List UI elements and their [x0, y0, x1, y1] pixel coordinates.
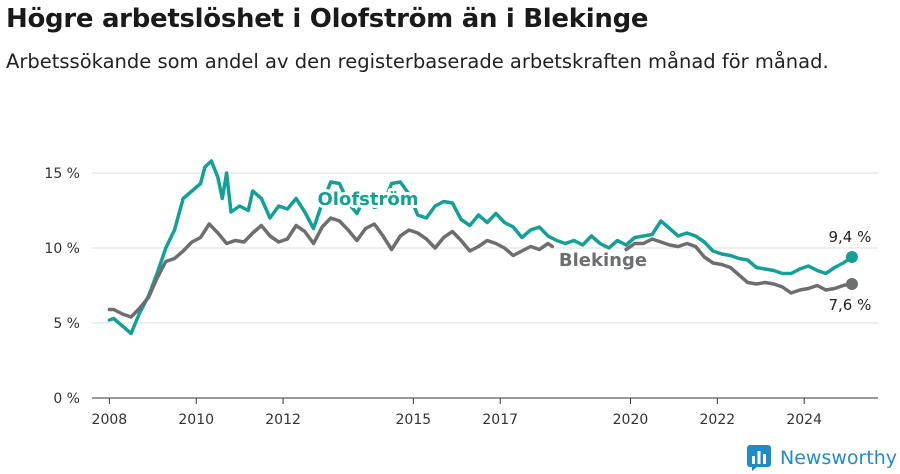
brand-logo: Newsworthy — [746, 444, 897, 472]
end-marker — [845, 278, 858, 290]
chart-subtitle: Arbetssökande som andel av den registerb… — [6, 50, 829, 73]
series-label: Blekinge — [559, 250, 647, 271]
series-line — [107, 159, 854, 336]
y-tick-label: 5 % — [53, 316, 80, 332]
series-label-halo: Blekinge — [559, 250, 647, 271]
x-tick-label: 2010 — [178, 412, 214, 428]
y-tick-label: 15 % — [44, 166, 80, 182]
brand-name: Newsworthy — [780, 447, 898, 469]
series-line — [624, 237, 854, 295]
series-line — [107, 216, 555, 319]
end-marker — [845, 251, 858, 263]
y-tick-label: 0 % — [53, 391, 80, 407]
newsworthy-logo-icon — [747, 445, 771, 471]
chart-title: Högre arbetslöshet i Olofström än i Blek… — [6, 4, 649, 34]
x-tick-label: 2020 — [613, 412, 649, 428]
x-tick-label: 2022 — [700, 412, 736, 428]
x-tick-label: 2015 — [396, 412, 432, 428]
x-tick-label: 2012 — [265, 412, 301, 428]
x-tick-label: 2008 — [92, 412, 128, 428]
y-tick-label: 10 % — [44, 241, 80, 257]
series-label-halo: Olofström — [318, 189, 419, 210]
x-tick-label: 2024 — [786, 412, 822, 428]
end-value-label: 7,6 % — [828, 296, 871, 314]
series-label: Olofström — [318, 189, 419, 210]
x-tick-label: 2017 — [482, 412, 518, 428]
end-value-label: 9,4 % — [828, 228, 871, 246]
